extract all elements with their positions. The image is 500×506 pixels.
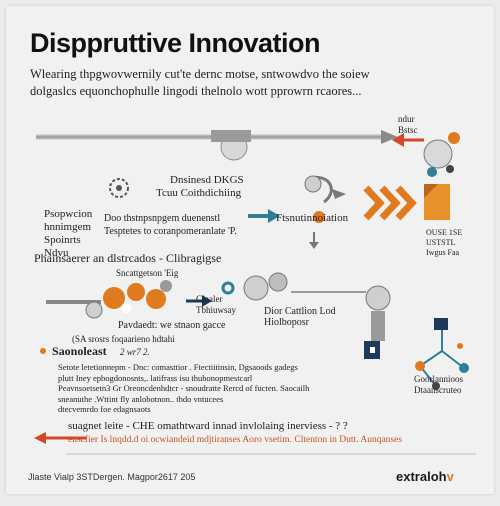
brand-suffix: v [446, 469, 454, 484]
center-label-1: Dnsinesd DKGS [170, 174, 244, 186]
machine-block [364, 285, 391, 359]
top-right-caption-line: Bstsc [398, 125, 418, 135]
section3-heading: Saonoleast [52, 344, 107, 358]
section3-bullets: Setote letetionnepm - Dnc: comasttior . … [58, 362, 309, 415]
right-label: Ftsnutinnoiation [276, 212, 349, 224]
cluster-label-c1: Pavdaedt: we stnaon gacce [118, 320, 226, 331]
left-block-line: Ndvu [44, 247, 69, 259]
cluster-label-b: Dior Cattlion Lod Hiolboposr [264, 306, 336, 328]
network-nodes [415, 318, 469, 390]
bullet-dot [40, 348, 46, 354]
lead-line-2: dolgaslcs equonchophulle lingodi thelnol… [30, 84, 362, 98]
section3-bullet: plutt Iney epbogdonosnts,. latifrass isu… [58, 372, 253, 383]
orange-dot [313, 211, 325, 223]
top-right-caption: ndur Bstsc [398, 114, 418, 136]
left-block-line: hnnimgem [44, 221, 92, 233]
top-rail [36, 130, 398, 161]
gear-cluster-top-right [423, 132, 460, 177]
left-block-line: Spoinrts [44, 234, 81, 246]
teal-arrow [248, 209, 280, 223]
diagram-graphics [34, 130, 476, 455]
lead-paragraph: Wlearing thpgwovwernily cut'te dernc mot… [30, 66, 470, 100]
center-label-2: Tcuu Coithdichiing [156, 187, 242, 199]
teal-arrows-mid [186, 281, 235, 307]
orange-document [424, 184, 450, 220]
central-gears [243, 272, 366, 301]
right-caption: OUSE 1SE USTSTL Iwgus Faa [426, 228, 462, 258]
red-arrow-bottom [34, 432, 86, 444]
grey-arrow-left [46, 300, 103, 319]
bottom-right-caption-line: Dtaanscruteo [414, 385, 462, 395]
lead-line-1: Wlearing thpgwovwernily cut'te dernc mot… [30, 67, 370, 81]
down-arrow [309, 232, 319, 249]
section3-tag: 2 wr7 2. [120, 347, 150, 357]
top-right-caption-line: ndur [398, 114, 415, 124]
mid-block-line-1: Doo thstnpsnpgem duenenstl [104, 213, 221, 224]
footer-band-line-2: enscfier Is lnqdd.d oi ocwiandeid mdjtir… [68, 435, 403, 445]
right-caption-line: USTSTL [426, 238, 456, 247]
cluster-label-a: Cloaler Tbhiuwsay [196, 294, 236, 316]
brand-name: extraloh [396, 469, 447, 484]
section3-bullet: Peavnsoetsetn3 Gr Oreoncdenhdtcr - snoud… [58, 383, 310, 393]
right-caption-line: Iwgus Faa [426, 248, 460, 257]
orange-gear-cluster [103, 280, 172, 313]
right-caption-line: OUSE 1SE [426, 228, 463, 237]
mid-block-line-2: Tesptetes to coranpomeranlate 'P. [104, 226, 237, 237]
small-gear-left [109, 178, 129, 198]
cluster-label-b2: Hiolboposr [264, 317, 309, 328]
infographic-page: Disppruttive Innovation Wlearing thpgwov… [6, 6, 494, 494]
footer-band-line-1: suagnet leite - CHE omathtward innad inv… [68, 420, 348, 432]
cluster-label-a2: Tbhiuwsay [196, 305, 236, 315]
cluster-label-c2: (SA srosrs foqaarieno hdtahi [72, 334, 175, 344]
orange-chevrons [363, 185, 417, 221]
page-title: Disppruttive Innovation [30, 28, 321, 58]
section3-bullet: Setote letetionnepm - Dnc: comasttior . … [58, 362, 298, 372]
brand-logo: extralohv [396, 469, 454, 484]
footer-note: Jlaste Vialp 3STDergen. Magpor2617 205 [28, 472, 196, 482]
center-block: Dnsinesd DKGS Tcuu Coithdichiing [146, 174, 244, 200]
section3-bullet: sneanuthe .Wttint fly anlobotnon.. thdo … [58, 393, 224, 404]
bottom-right-caption: Goorlannioos Dtaanscruteo [414, 374, 463, 396]
cluster-label-a1: Cloaler [196, 294, 223, 304]
bottom-right-caption-line: Goorlannioos [414, 374, 463, 384]
left-block: Psopwcion hnnimgem Spoinrts Ndvu [44, 208, 92, 260]
mid-block: Doo thstnpsnpgem duenenstl Tesptetes to … [104, 212, 237, 238]
section2-heading: Phainsaerer an dlstrcados - Clibragigse [34, 251, 222, 265]
section2-sub: Sncattgetson 'Eig [116, 268, 179, 278]
curved-arrow-center [304, 175, 346, 204]
cluster-label-b1: Dior Cattlion Lod [264, 306, 336, 317]
red-arrow-top [392, 133, 424, 147]
left-block-line: Psopwcion [44, 208, 93, 220]
section3-bullet: dtecvemrdo foe edagnsaots [58, 404, 151, 414]
